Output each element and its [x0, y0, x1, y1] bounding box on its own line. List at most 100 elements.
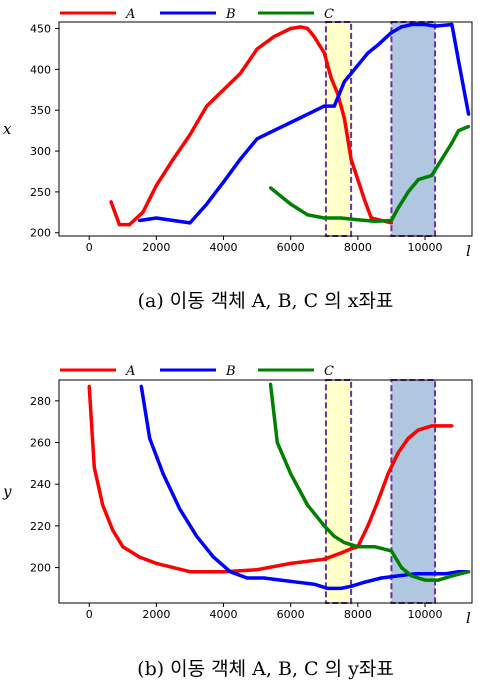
- data-point-b: [430, 572, 434, 576]
- data-point-b: [178, 507, 182, 511]
- highlight-band: [390, 21, 437, 237]
- data-point-a: [339, 551, 343, 555]
- data-point-b: [148, 436, 152, 440]
- data-point-c: [289, 202, 293, 206]
- data-point-a: [406, 436, 410, 440]
- x-tick-label: 8000: [344, 608, 372, 621]
- data-point-b: [221, 180, 226, 184]
- data-point-c: [409, 574, 414, 578]
- chart-panel-1: 0 2000 4000 6000 8000 10000 200 250 300 350 400 450…: [3, 7, 473, 312]
- x-tick-label: 8000: [344, 241, 372, 254]
- data-point-a: [255, 47, 259, 51]
- data-point-b: [305, 112, 310, 116]
- data-point-a: [188, 570, 192, 574]
- x-tick-label: 4000: [210, 608, 238, 621]
- data-point-a: [322, 51, 326, 55]
- data-point-c: [450, 574, 454, 578]
- data-point-a: [349, 547, 353, 551]
- series-line-b: [139, 22, 471, 225]
- data-point-b: [289, 120, 293, 125]
- data-point-b: [171, 218, 175, 223]
- data-point-a: [117, 222, 122, 227]
- data-point-a: [137, 555, 142, 559]
- data-point-a: [342, 116, 347, 120]
- data-point-b: [433, 24, 437, 28]
- x-tick-label: 0: [86, 608, 93, 621]
- data-point-b: [332, 104, 336, 108]
- data-point-a: [349, 157, 353, 161]
- data-point-c: [440, 157, 444, 161]
- data-point-c: [456, 129, 461, 133]
- y-tick-label: 450: [30, 23, 51, 36]
- data-point-c: [322, 216, 326, 220]
- data-point-b: [161, 472, 165, 476]
- highlight-band: [390, 379, 437, 604]
- legend-label-c: C: [324, 7, 334, 22]
- data-point-a: [154, 561, 158, 566]
- data-point-a: [111, 528, 115, 532]
- data-point-c: [289, 472, 293, 476]
- data-point-a: [171, 157, 175, 161]
- figure-caption: (b) 이동 객체 A, B, C 의 y좌표: [137, 658, 394, 680]
- data-point-a: [299, 25, 303, 29]
- data-point-c: [416, 178, 420, 182]
- data-point-b: [195, 534, 199, 538]
- data-point-c: [305, 213, 310, 217]
- data-point-c: [396, 206, 400, 210]
- data-point-a: [386, 472, 390, 476]
- data-point-b: [450, 22, 454, 27]
- y-tick-label: 350: [30, 104, 51, 117]
- data-point-b: [322, 104, 326, 108]
- series-line-c: [268, 383, 470, 582]
- data-point-c: [279, 194, 283, 198]
- data-point-b: [188, 221, 192, 225]
- data-point-a: [141, 210, 145, 214]
- data-point-a: [109, 200, 113, 204]
- data-point-a: [450, 424, 454, 428]
- chart-panel-2: 0 2000 4000 6000 8000 10000 200 220 240 260 280 l y A…: [2, 364, 473, 680]
- data-point-a: [369, 216, 373, 220]
- data-point-b: [154, 216, 158, 220]
- data-point-a: [92, 465, 96, 470]
- y-tick-label: 200: [30, 227, 51, 240]
- data-point-b: [456, 59, 461, 63]
- data-point-c: [467, 570, 471, 574]
- highlight-band: [324, 379, 353, 604]
- y-tick-label: 260: [30, 437, 51, 450]
- data-point-b: [245, 576, 249, 580]
- data-point-a: [238, 71, 242, 76]
- data-point-b: [255, 137, 259, 141]
- data-point-a: [188, 133, 192, 137]
- data-point-c: [356, 218, 360, 222]
- x-axis-label: l: [466, 242, 471, 260]
- data-point-c: [356, 545, 360, 549]
- data-point-a: [205, 104, 209, 108]
- data-point-b: [399, 25, 404, 29]
- data-point-c: [322, 524, 326, 528]
- data-point-b: [211, 555, 216, 559]
- data-point-c: [339, 216, 343, 220]
- data-point-b: [228, 570, 232, 574]
- data-point-b: [379, 576, 383, 580]
- data-point-b: [137, 218, 142, 223]
- y-tick-label: 250: [30, 186, 51, 199]
- data-point-b: [413, 572, 417, 576]
- y-tick-label: 200: [30, 562, 51, 575]
- figure-caption: (a) 이동 객체 A, B, C 의 x좌표: [138, 290, 394, 312]
- data-point-a: [396, 451, 400, 455]
- y-axis-label: x: [3, 120, 12, 138]
- data-point-b: [423, 22, 427, 27]
- data-point-a: [356, 178, 360, 182]
- data-point-a: [376, 499, 380, 503]
- data-point-c: [389, 549, 394, 553]
- y-axis-label: y: [2, 483, 12, 501]
- data-point-c: [389, 218, 394, 223]
- data-point-c: [305, 503, 310, 507]
- data-point-a: [221, 570, 226, 574]
- data-point-a: [154, 183, 158, 187]
- data-point-c: [275, 440, 279, 445]
- data-point-b: [389, 31, 394, 35]
- data-point-a: [289, 561, 293, 566]
- y-tick-label: 220: [30, 520, 51, 533]
